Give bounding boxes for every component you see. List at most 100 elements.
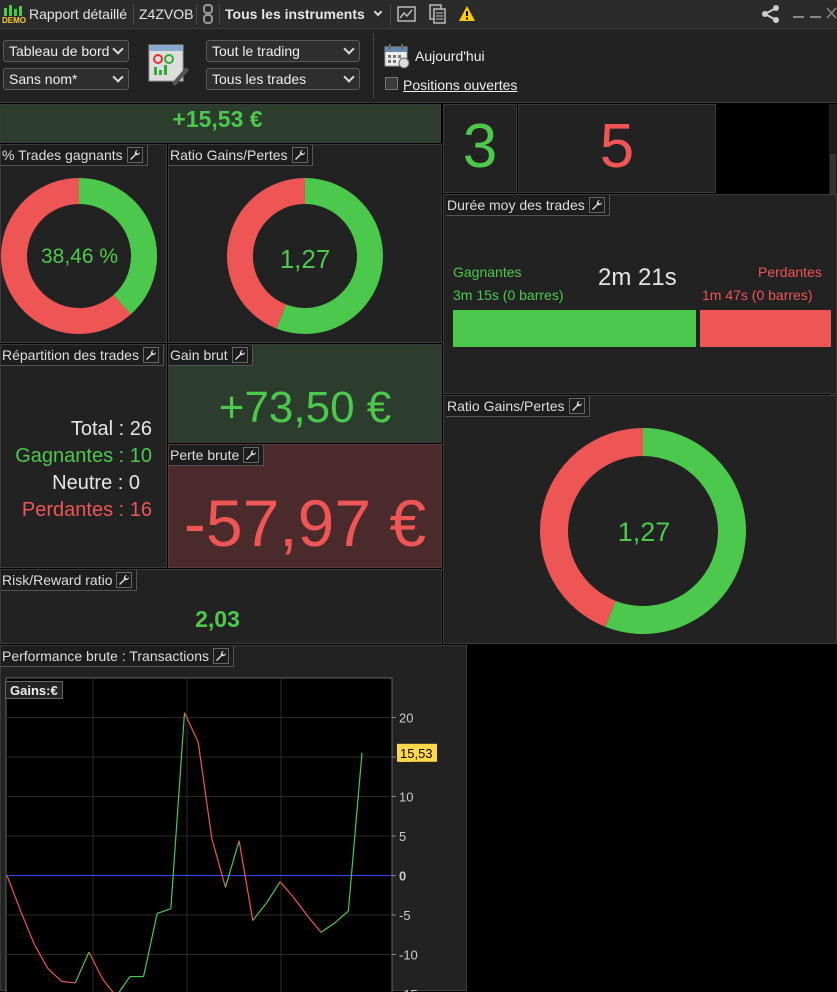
chevron-down-icon — [112, 71, 124, 83]
gain-loss-ratio-large-win-slice — [605, 428, 746, 634]
open-positions-label[interactable]: Positions ouvertes — [403, 77, 518, 93]
losers-count-panel: 5 — [518, 104, 716, 193]
distribution-total: Total : 26 — [70, 418, 152, 440]
y-tick-label: 0 — [399, 869, 406, 884]
series-segment — [102, 978, 114, 992]
wrench-icon[interactable] — [568, 398, 585, 414]
empty-area — [468, 645, 837, 991]
win-percentage-panel: % Trades gagnants 38,46 % — [0, 144, 167, 343]
open-positions-checkbox[interactable] — [385, 77, 398, 90]
net-result-value: +15,53 € — [172, 106, 263, 132]
y-tick-label: -5 — [399, 908, 411, 923]
dashboard-select[interactable]: Tableau de bord — [3, 40, 129, 62]
wrench-icon[interactable] — [243, 447, 260, 463]
panel-title-text: Gain brut — [170, 347, 228, 363]
performance-line-chart: 20151050-5-10-1515,53 — [5, 677, 437, 992]
win-percentage-donut — [1, 178, 157, 334]
win-percentage-win-slice — [78, 178, 157, 315]
gain-loss-ratio-value: 1,27 — [279, 244, 331, 274]
share-icon[interactable] — [760, 4, 782, 24]
panel-title: Perte brute — [169, 445, 265, 466]
panel-title: Ratio Gains/Pertes — [446, 396, 590, 417]
series-segment — [156, 908, 172, 914]
distribution-losers: Perdantes : 16 — [21, 499, 152, 521]
avg-duration-losers-label: Perdantes — [758, 264, 822, 280]
series-segment — [74, 951, 90, 984]
gross-loss-panel: Perte brute -57,97 € — [168, 444, 442, 568]
document-icon[interactable] — [428, 3, 448, 25]
chevron-down-icon — [112, 43, 124, 55]
series-segment — [61, 980, 76, 984]
avg-duration-winners-label: Gagnantes — [453, 264, 522, 280]
series-segment — [306, 915, 322, 933]
panel-title: % Trades gagnants — [1, 145, 148, 166]
dashboard-settings-icon[interactable] — [148, 43, 190, 87]
series-segment — [224, 840, 240, 888]
warning-icon[interactable] — [458, 5, 476, 23]
separator — [373, 33, 374, 99]
y-tick-label: -15 — [399, 987, 418, 992]
chart-window-icon[interactable] — [397, 5, 417, 23]
wrench-icon[interactable] — [116, 572, 133, 588]
avg-duration-losers-value: 1m 47s (0 barres) — [702, 287, 813, 303]
wrench-icon[interactable] — [213, 648, 229, 664]
panel-title: Répartition des trades — [1, 345, 164, 366]
trading-select-value: Tout le trading — [212, 43, 300, 59]
gain-loss-ratio-large-loss-slice — [540, 428, 644, 627]
chart-legend-text: Gains:€ — [10, 683, 58, 698]
account-label[interactable]: Z4ZVOB — [139, 6, 194, 22]
trades-select[interactable]: Tous les trades — [206, 68, 360, 90]
maximize-icon[interactable] — [810, 16, 821, 18]
date-range-label[interactable]: Aujourd'hui — [415, 48, 485, 64]
panel-title: Gain brut — [169, 345, 253, 366]
panel-title: Durée moy des trades — [446, 195, 610, 216]
panel-title-text: Ratio Gains/Pertes — [447, 398, 565, 414]
series-segment — [197, 741, 213, 839]
panel-title: Performance brute : Transactions — [1, 646, 234, 667]
series-segment — [265, 881, 281, 904]
demo-chart-icon: DEMO — [2, 3, 26, 25]
series-segment — [279, 881, 295, 899]
distribution-winners: Gagnantes : 10 — [15, 445, 152, 467]
win-percentage-loss-slice — [1, 178, 131, 334]
wrench-icon[interactable] — [126, 147, 143, 163]
separator — [133, 4, 134, 25]
chevron-down-icon[interactable] — [373, 7, 383, 17]
series-segment — [183, 712, 199, 743]
series-segment — [347, 752, 363, 912]
close-icon[interactable] — [826, 6, 837, 20]
series-segment — [334, 910, 349, 924]
avg-duration-winners-bar — [453, 310, 696, 347]
series-segment — [118, 976, 131, 992]
gross-loss-value: -57,97 € — [183, 486, 427, 560]
link-icon[interactable] — [201, 3, 215, 25]
wrench-icon[interactable] — [142, 347, 159, 363]
panel-title-text: Ratio Gains/Pertes — [170, 147, 288, 163]
win-percentage-value: 38,46 % — [40, 245, 119, 268]
calendar-icon[interactable] — [384, 43, 410, 69]
panel-title: Risk/Reward ratio — [1, 570, 138, 591]
name-select-value: Sans nom* — [9, 71, 78, 87]
wrench-icon[interactable] — [588, 197, 605, 213]
losers-count: 5 — [599, 112, 635, 181]
series-segment — [88, 951, 104, 980]
avg-duration-overall: 2m 21s — [598, 264, 677, 291]
panel-title: Ratio Gains/Pertes — [169, 145, 313, 166]
trading-select[interactable]: Tout le trading — [206, 40, 360, 62]
name-select[interactable]: Sans nom* — [3, 68, 129, 90]
separator — [196, 4, 197, 25]
avg-duration-losers-bar — [700, 310, 831, 347]
panel-title-text: Durée moy des trades — [447, 197, 585, 213]
gain-loss-ratio-large-value: 1,27 — [617, 517, 671, 547]
wrench-icon[interactable] — [291, 147, 308, 163]
report-title[interactable]: Rapport détaillé — [29, 6, 128, 22]
winners-count: 3 — [462, 112, 498, 181]
wrench-icon[interactable] — [231, 347, 248, 363]
gain-loss-ratio-large-donut — [540, 428, 746, 634]
toolbar: Tableau de bord Sans nom* Tout le tradin… — [0, 29, 837, 103]
instruments-dropdown[interactable]: Tous les instruments — [225, 6, 365, 22]
winners-count-panel: 3 — [443, 104, 517, 193]
risk-reward-value: 2,03 — [195, 606, 240, 632]
minimize-icon[interactable] — [793, 16, 804, 18]
panel-title-text: % Trades gagnants — [2, 147, 123, 163]
